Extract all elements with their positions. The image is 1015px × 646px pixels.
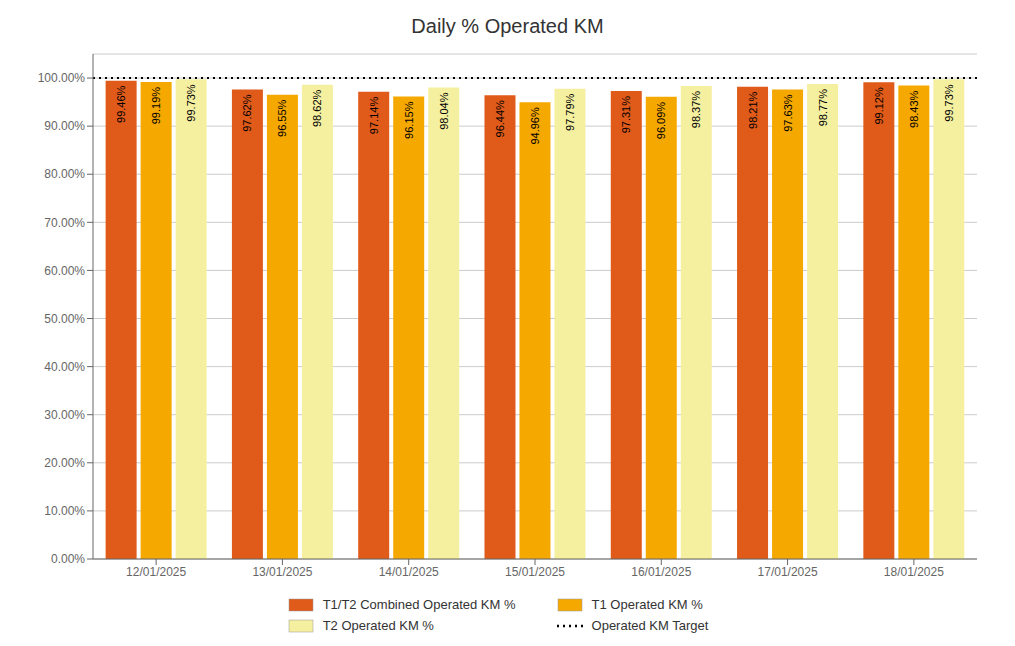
html-text:T2 Operated KM %: T2 Operated KM % [322, 618, 434, 633]
svg-text:80.00%: 80.00% [44, 167, 85, 181]
svg-text:30.00%: 30.00% [44, 408, 85, 422]
svg-text:13/01/2025: 13/01/2025 [252, 565, 312, 579]
html-text:Daily % Operated KM: Daily % Operated KM [411, 15, 604, 37]
svg-text:96.55%: 96.55% [276, 99, 288, 137]
svg-text:0.00%: 0.00% [51, 552, 85, 566]
svg-text:98.43%: 98.43% [908, 90, 920, 128]
html-text:T1/T2 Combined Operated KM %: T1/T2 Combined Operated KM % [322, 597, 516, 612]
svg-text:12/01/2025: 12/01/2025 [126, 565, 186, 579]
svg-text:60.00%: 60.00% [44, 264, 85, 278]
svg-text:99.19%: 99.19% [150, 87, 162, 125]
svg-text:17/01/2025: 17/01/2025 [758, 565, 818, 579]
svg-text:40.00%: 40.00% [44, 360, 85, 374]
svg-text:97.14%: 97.14% [368, 97, 380, 135]
svg-text:99.73%: 99.73% [185, 84, 197, 122]
svg-text:97.63%: 97.63% [782, 94, 794, 132]
svg-text:20.00%: 20.00% [44, 456, 85, 470]
svg-text:14/01/2025: 14/01/2025 [379, 565, 439, 579]
html-text:T1 Operated KM %: T1 Operated KM % [591, 597, 703, 612]
svg-text:99.12%: 99.12% [873, 87, 885, 125]
svg-text:98.21%: 98.21% [747, 91, 759, 129]
svg-text:97.62%: 97.62% [241, 94, 253, 132]
svg-text:100.00%: 100.00% [38, 71, 86, 85]
svg-text:18/01/2025: 18/01/2025 [884, 565, 944, 579]
svg-text:97.79%: 97.79% [564, 93, 576, 131]
svg-text:15/01/2025: 15/01/2025 [505, 565, 565, 579]
svg-text:90.00%: 90.00% [44, 119, 85, 133]
svg-text:16/01/2025: 16/01/2025 [631, 565, 691, 579]
svg-text:50.00%: 50.00% [44, 312, 85, 326]
svg-text:70.00%: 70.00% [44, 216, 85, 230]
svg-text:94.96%: 94.96% [529, 107, 541, 145]
html-text:Operated KM Target: Operated KM Target [591, 618, 709, 633]
svg-text:96.09%: 96.09% [655, 102, 667, 140]
svg-text:99.46%: 99.46% [115, 85, 127, 123]
svg-text:98.37%: 98.37% [690, 91, 702, 129]
svg-text:98.04%: 98.04% [438, 92, 450, 130]
svg-text:97.31%: 97.31% [620, 96, 632, 134]
svg-text:99.73%: 99.73% [943, 84, 955, 122]
svg-text:98.62%: 98.62% [311, 89, 323, 127]
svg-text:98.77%: 98.77% [817, 89, 829, 127]
svg-text:96.44%: 96.44% [494, 100, 506, 138]
svg-text:96.15%: 96.15% [403, 101, 415, 139]
svg-text:10.00%: 10.00% [44, 504, 85, 518]
